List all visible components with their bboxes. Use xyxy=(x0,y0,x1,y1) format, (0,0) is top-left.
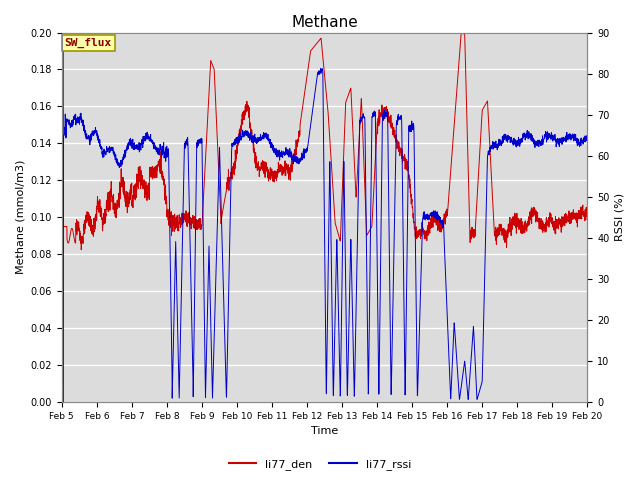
Legend: li77_den, li77_rssi: li77_den, li77_rssi xyxy=(224,455,416,474)
X-axis label: Time: Time xyxy=(311,426,338,436)
Title: Methane: Methane xyxy=(291,15,358,30)
Y-axis label: Methane (mmol/m3): Methane (mmol/m3) xyxy=(15,160,25,275)
Y-axis label: RSSI (%): RSSI (%) xyxy=(615,193,625,241)
Text: SW_flux: SW_flux xyxy=(65,38,112,48)
